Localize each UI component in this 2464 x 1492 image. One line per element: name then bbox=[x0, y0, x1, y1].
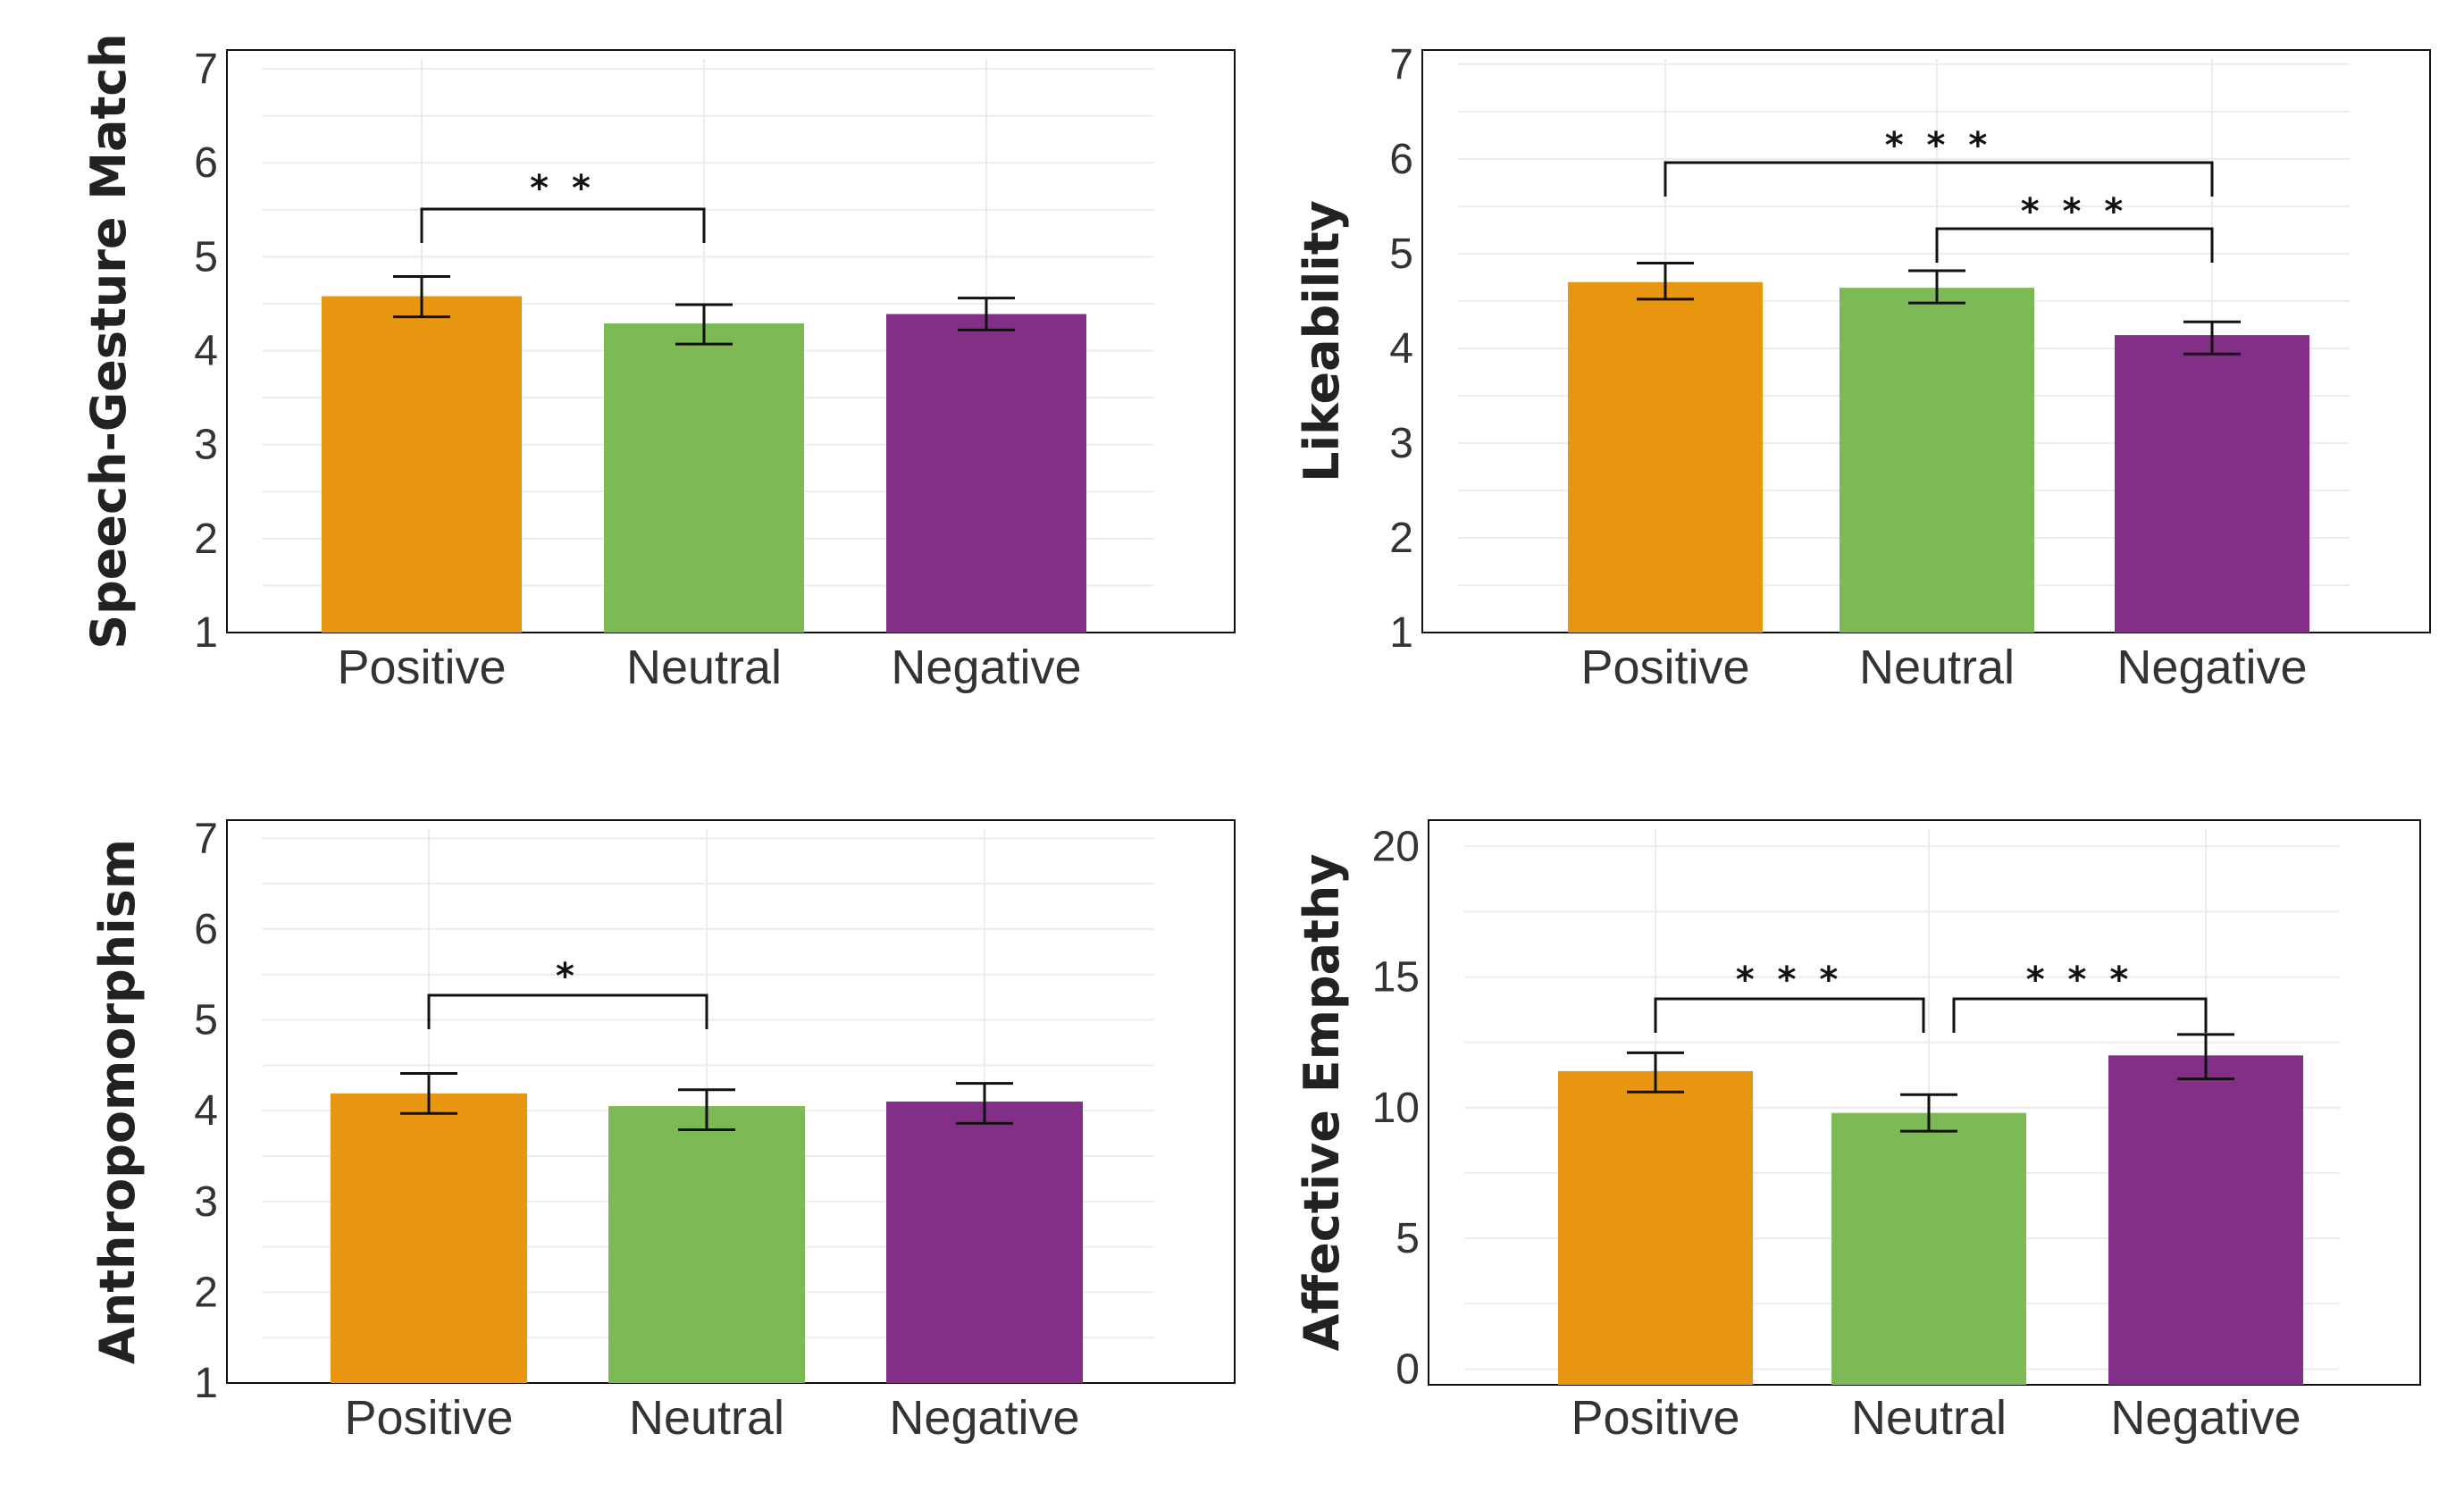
y-tick-label: 3 bbox=[194, 1178, 218, 1226]
y-tick-label: 6 bbox=[1389, 136, 1413, 183]
y-axis-label: Affective Empathy bbox=[1294, 854, 1350, 1352]
x-tick-label-negative: Negative bbox=[2110, 1391, 2301, 1445]
significance-bracket bbox=[1664, 161, 2214, 197]
y-tick-label: 3 bbox=[1389, 420, 1413, 467]
bar-negative bbox=[886, 314, 1086, 633]
y-tick-label: 6 bbox=[194, 139, 218, 187]
y-tick-label: 4 bbox=[194, 328, 218, 375]
y-tick-label: 2 bbox=[194, 515, 218, 563]
significance-bracket bbox=[427, 993, 708, 1029]
bar-neutral bbox=[604, 323, 804, 633]
significance-label: * bbox=[556, 956, 580, 997]
y-tick-label: 5 bbox=[194, 997, 218, 1044]
y-tick-label: 3 bbox=[194, 422, 218, 469]
y-tick-label: 15 bbox=[1372, 954, 1420, 1002]
bar-negative bbox=[886, 1102, 1083, 1383]
y-tick-label: 0 bbox=[1395, 1345, 1420, 1393]
x-tick-label-positive: Positive bbox=[1571, 1391, 1739, 1445]
bar-neutral bbox=[1840, 288, 2034, 633]
y-axis-label: Anthropomorphism bbox=[89, 839, 146, 1364]
y-tick-label: 5 bbox=[1389, 231, 1413, 278]
x-tick-label-negative: Negative bbox=[891, 641, 1081, 694]
y-tick-label: 2 bbox=[1389, 515, 1413, 562]
x-tick-label-positive: Positive bbox=[344, 1391, 513, 1445]
significance-bracket bbox=[1952, 997, 2208, 1033]
affective-empathy-chart: 0 5 10 15 20 Affective Empathy Positive Neutral… bbox=[1294, 819, 2421, 1445]
y-tick-label: 6 bbox=[194, 906, 218, 953]
significance-label: * * * bbox=[2026, 960, 2134, 1001]
y-tick-label: 4 bbox=[1389, 325, 1413, 373]
bar-positive bbox=[1568, 281, 1763, 633]
significance-label: * * * bbox=[1736, 960, 1844, 1001]
x-tick-label-neutral: Neutral bbox=[1851, 1391, 2007, 1445]
bar-negative bbox=[2108, 1055, 2303, 1385]
y-tick-label: 1 bbox=[194, 609, 218, 657]
y-tick-label: 20 bbox=[1372, 823, 1420, 870]
x-tick-label-neutral: Neutral bbox=[1859, 641, 2015, 694]
x-tick-label-negative: Negative bbox=[889, 1391, 1079, 1445]
likeability-chart: 1 2 3 4 5 6 7 Likeability Positive Neutral Negativ… bbox=[1294, 41, 2431, 694]
bar-negative bbox=[2115, 335, 2309, 633]
y-tick-label: 5 bbox=[1395, 1215, 1420, 1262]
x-tick-label-negative: Negative bbox=[2116, 641, 2307, 694]
y-tick-label: 5 bbox=[194, 233, 218, 281]
x-tick-label-neutral: Neutral bbox=[626, 641, 782, 694]
bar-neutral bbox=[1831, 1112, 2026, 1385]
x-tick-label-positive: Positive bbox=[337, 641, 506, 694]
y-tick-label: 1 bbox=[1389, 609, 1413, 657]
y-tick-label: 1 bbox=[194, 1360, 218, 1407]
x-tick-label-positive: Positive bbox=[1580, 641, 1749, 694]
y-tick-label: 2 bbox=[194, 1269, 218, 1316]
significance-bracket bbox=[1654, 997, 1925, 1033]
speech-gesture-match-chart: 1 2 3 4 5 6 7 Speech-Gesture Match Positive Neutr… bbox=[80, 33, 1236, 694]
y-axis-label: Speech-Gesture Match bbox=[80, 33, 137, 650]
significance-label: * * bbox=[530, 168, 596, 209]
anthropomorphism-chart: 1 2 3 4 5 6 7 Anthropomorphism Positive Neutral Ne… bbox=[89, 815, 1236, 1445]
significance-bracket bbox=[1935, 227, 2214, 263]
significance-label: * * * bbox=[1885, 125, 1993, 166]
bar-neutral bbox=[608, 1106, 805, 1383]
bar-positive bbox=[1558, 1070, 1753, 1385]
significance-bracket bbox=[420, 207, 706, 243]
bar-positive bbox=[331, 1093, 527, 1383]
y-tick-label: 10 bbox=[1372, 1085, 1420, 1132]
y-tick-label: 4 bbox=[194, 1087, 218, 1135]
x-tick-label-neutral: Neutral bbox=[629, 1391, 784, 1445]
y-tick-label: 7 bbox=[194, 46, 218, 93]
y-axis-label: Likeability bbox=[1294, 200, 1350, 482]
y-tick-label: 7 bbox=[1389, 41, 1413, 88]
y-tick-label: 7 bbox=[194, 815, 218, 862]
significance-label: * * * bbox=[2021, 191, 2129, 232]
bar-positive bbox=[322, 296, 522, 633]
